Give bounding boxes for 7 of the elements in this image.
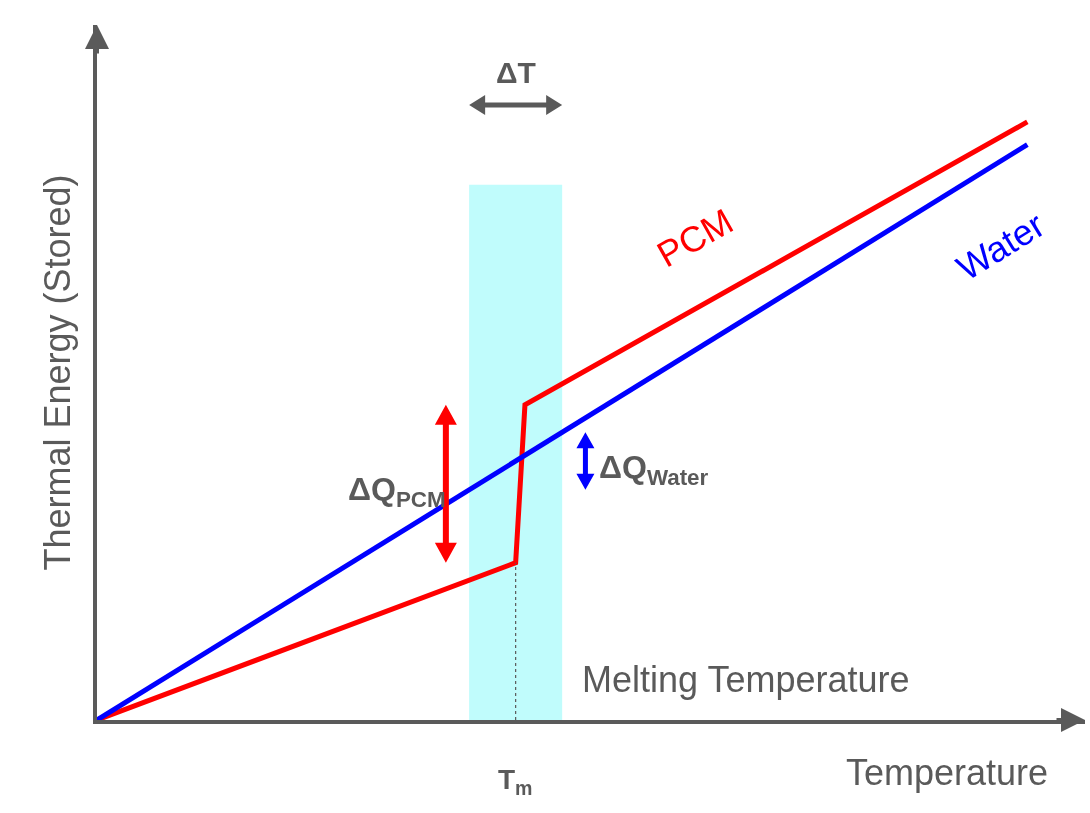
text: T$_{m}$ (498, 764, 533, 799)
x-axis-title: Temperature (846, 752, 1049, 793)
text: PCM (650, 200, 740, 276)
annotation: ΔQ$_{Water}$ (599, 449, 709, 490)
text: ΔT (496, 56, 536, 89)
y-axis-title: Thermal Energy (Stored) (37, 174, 79, 571)
annotation: Melting Temperature (582, 659, 910, 700)
